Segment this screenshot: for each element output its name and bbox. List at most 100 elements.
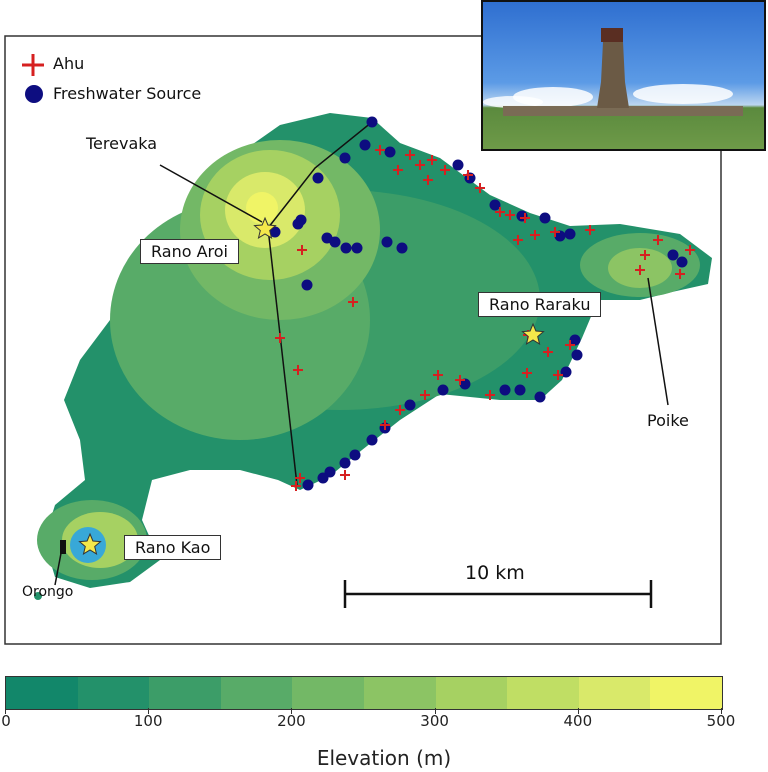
colorbar-tick-label: 100 <box>133 712 163 730</box>
ahu-marker <box>423 175 433 185</box>
ahu-marker <box>550 227 560 237</box>
ahu-marker <box>543 347 553 357</box>
ahu-marker <box>297 245 307 255</box>
freshwater-source-marker <box>539 212 551 224</box>
colorbar-tick-label: 500 <box>706 712 736 730</box>
ahu-marker <box>293 365 303 375</box>
ahu-marker <box>485 390 495 400</box>
freshwater-source-marker <box>366 116 378 128</box>
freshwater-source-marker <box>269 226 281 238</box>
orongo-marker <box>60 540 66 554</box>
colorbar-segment <box>77 677 150 709</box>
colorbar-segment <box>6 677 78 709</box>
moai-photo-image <box>483 28 743 116</box>
ahu-marker <box>635 265 645 275</box>
terevaka-leader <box>159 164 263 223</box>
colorbar-tick <box>5 708 6 714</box>
ahu-marker <box>530 230 540 240</box>
ahu-marker <box>685 245 695 255</box>
ahu-marker <box>340 470 350 480</box>
freshwater-source-marker <box>667 249 679 261</box>
ahu-marker <box>380 420 390 430</box>
map-markers <box>60 116 695 555</box>
freshwater-source-marker <box>404 399 416 411</box>
colorbar-segment <box>507 677 579 709</box>
colorbar-segment <box>435 677 508 709</box>
scale-bar-label: 10 km <box>465 562 525 584</box>
rano-kao-star-icon <box>78 532 102 555</box>
freshwater-source-marker <box>312 172 324 184</box>
ahu-marker <box>420 390 430 400</box>
colorbar-segment <box>363 677 436 709</box>
freshwater-source-marker <box>459 378 471 390</box>
freshwater-source-marker <box>339 457 351 469</box>
ahu-marker <box>395 405 405 415</box>
freshwater-source-marker <box>366 434 378 446</box>
colorbar-tick <box>721 708 722 714</box>
moai-photo <box>481 0 766 151</box>
ahu-marker <box>640 250 650 260</box>
freshwater-source-marker <box>514 384 526 396</box>
ahu-marker <box>653 235 663 245</box>
rano-aroi-label: Rano Aroi <box>140 239 239 264</box>
rano-aroi-star-icon <box>253 216 277 239</box>
colorbar-tick-label: 400 <box>563 712 593 730</box>
colorbar-tick <box>577 708 579 714</box>
ahu-marker <box>393 165 403 175</box>
freshwater-source-marker <box>560 366 572 378</box>
freshwater-source-marker <box>351 242 363 254</box>
freshwater-source-marker <box>349 449 361 461</box>
freshwater-source-marker <box>359 139 371 151</box>
freshwater-source-marker <box>676 256 688 268</box>
colorbar-segment <box>149 677 221 709</box>
ahu-marker <box>565 340 575 350</box>
freshwater-source-marker <box>302 479 314 491</box>
colorbar-tick-label: 200 <box>277 712 306 730</box>
terevaka-label: Terevaka <box>86 134 158 153</box>
ahu-marker <box>520 213 530 223</box>
freshwater-source-marker <box>384 146 396 158</box>
legend-ahu-label: Ahu <box>53 54 85 73</box>
ahu-marker <box>275 333 285 343</box>
ahu-marker <box>348 297 358 307</box>
elevation-colorbar <box>5 676 723 710</box>
scale-bar <box>343 580 653 608</box>
ahu-marker <box>522 368 532 378</box>
freshwater-source-marker <box>381 236 393 248</box>
rano-kao-label: Rano Kao <box>124 535 222 560</box>
freshwater-source-marker <box>396 242 408 254</box>
freshwater-source-marker <box>452 159 464 171</box>
freshwater-source-marker <box>499 384 511 396</box>
ahu-marker <box>675 269 685 279</box>
colorbar-segment <box>650 677 722 709</box>
freshwater-source-marker <box>292 218 304 230</box>
colorbar-segment <box>220 677 293 709</box>
colorbar-title: Elevation (m) <box>316 746 452 770</box>
orongo-leader <box>54 547 63 586</box>
ahu-marker <box>553 370 563 380</box>
ahu-marker <box>291 481 301 491</box>
freshwater-source-marker <box>301 279 313 291</box>
colorbar-segment <box>578 677 651 709</box>
ahu-marker <box>513 235 523 245</box>
freshwater-source-marker <box>564 228 576 240</box>
ahu-marker <box>585 225 595 235</box>
colorbar-segment <box>292 677 364 709</box>
ahu-marker <box>475 183 485 193</box>
legend-freshwater-label: Freshwater Source <box>53 84 202 103</box>
orongo-label: Orongo <box>22 584 74 600</box>
freshwater-source-marker <box>437 384 449 396</box>
ahu-marker <box>440 165 450 175</box>
ahu-marker <box>455 375 465 385</box>
colorbar-tick-label: 300 <box>420 712 449 730</box>
colorbar-tick <box>434 708 436 714</box>
freshwater-source-marker <box>554 230 566 242</box>
colorbar-tick <box>291 708 293 714</box>
transect-line <box>267 121 373 229</box>
ahu-marker <box>463 170 473 180</box>
islet <box>34 592 42 600</box>
rano-raraku-star-icon <box>521 322 545 345</box>
ahu-marker <box>433 370 443 380</box>
elevation-terrain <box>34 113 712 600</box>
freshwater-source-marker <box>329 236 341 248</box>
